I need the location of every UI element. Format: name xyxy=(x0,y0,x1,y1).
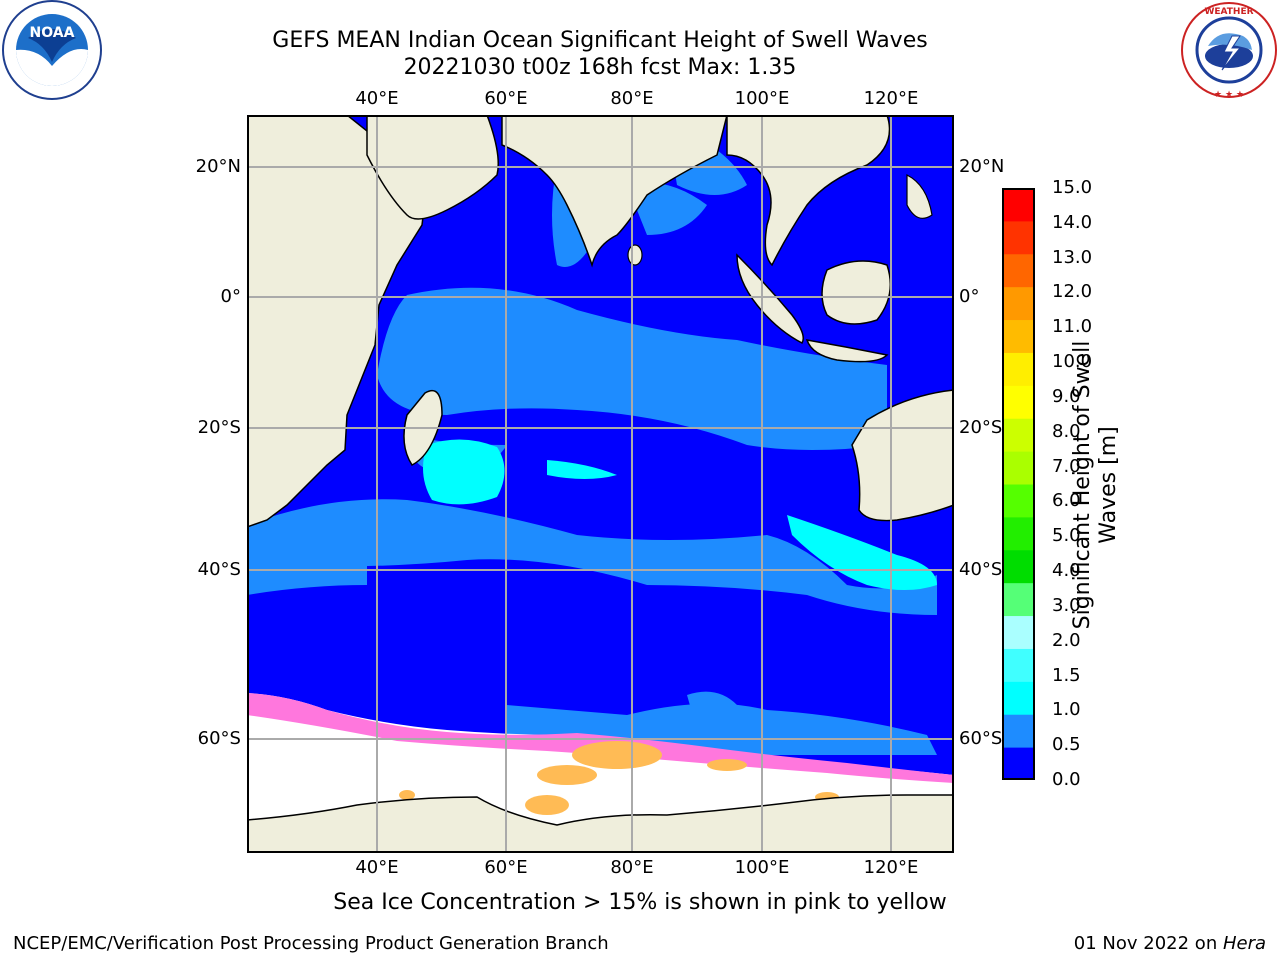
sri-lanka xyxy=(627,244,643,266)
swell-height-map xyxy=(247,115,954,853)
lon-label-bottom: 40°E xyxy=(355,857,399,878)
lon-label-top: 120°E xyxy=(863,88,919,109)
colorbar-tick-label: 5.0 xyxy=(1052,525,1081,547)
svg-text:★ ★ ★: ★ ★ ★ xyxy=(1214,90,1244,100)
colorbar-tick-label: 9.0 xyxy=(1052,385,1081,407)
lat-label-left: 20°N xyxy=(195,156,241,177)
svg-text:WEATHER: WEATHER xyxy=(1204,7,1253,17)
lat-label-left: 60°S xyxy=(197,728,241,749)
lat-label-left: 40°S xyxy=(197,559,241,580)
footer-credit: NCEP/EMC/Verification Post Processing Pr… xyxy=(13,933,609,954)
nws-logo: WEATHER ★ ★ ★ xyxy=(1178,0,1280,102)
colorbar-tick-label: 10.0 xyxy=(1052,351,1093,373)
colorbar-tick-label: 7.0 xyxy=(1052,455,1081,477)
colorbar-tick-label: 15.0 xyxy=(1052,177,1093,198)
svg-text:NOAA: NOAA xyxy=(30,25,75,41)
colorbar-segment xyxy=(1002,714,1035,748)
colorbar-segment xyxy=(1002,615,1035,649)
lon-label-top: 100°E xyxy=(734,88,790,109)
colorbar-tick-label: 1.0 xyxy=(1052,699,1081,721)
colorbar-tick-label: 12.0 xyxy=(1052,281,1093,303)
java xyxy=(805,339,889,363)
sumatra xyxy=(736,253,804,344)
graticule xyxy=(247,115,954,853)
colorbar-segment xyxy=(1002,385,1035,419)
colorbar-segment xyxy=(1002,484,1035,518)
lat-label-left: 20°S xyxy=(197,417,241,438)
colorbar xyxy=(1002,188,1035,780)
colorbar-tick-label: 2.0 xyxy=(1052,629,1081,651)
noaa-logo: NOAA xyxy=(0,0,104,104)
colorbar-segment xyxy=(1002,220,1035,255)
lon-label-bottom: 100°E xyxy=(734,857,790,878)
borneo xyxy=(821,260,892,325)
colorbar-tick-label: 4.0 xyxy=(1052,560,1081,582)
chart-subtitle: 20221030 t00z 168h fcst Max: 1.35 xyxy=(403,55,797,80)
footer-date: 01 Nov 2022 on Hera xyxy=(1074,933,1266,954)
colorbar-segment xyxy=(1002,286,1035,321)
colorbar-tick-label: 0.5 xyxy=(1052,734,1081,756)
footer-date-text: 01 Nov 2022 on xyxy=(1073,933,1223,954)
colorbar-segment xyxy=(1002,681,1035,715)
colorbar-segment xyxy=(1002,319,1035,353)
colorbar-tick-label: 1.5 xyxy=(1052,664,1081,686)
colorbar-segment xyxy=(1002,253,1035,288)
colorbar-segment xyxy=(1002,582,1035,617)
colorbar-label: Significant Height of Swell Waves [m] xyxy=(1070,340,1121,630)
colorbar-segment xyxy=(1002,352,1035,386)
lon-label-bottom: 60°E xyxy=(484,857,528,878)
colorbar-tick-label: 14.0 xyxy=(1052,211,1093,233)
colorbar-segment xyxy=(1002,451,1035,485)
lat-label-right: 0° xyxy=(959,286,980,307)
colorbar-tick-labels: 15.0 14.0 13.0 12.0 11.0 10.0 9.0 8.0 7.0 6.0 5.0 4… xyxy=(1052,0,1112,960)
colorbar-segment xyxy=(1002,188,1035,222)
chart-title: GEFS MEAN Indian Ocean Significant Heigh… xyxy=(272,28,928,53)
lon-label-top: 40°E xyxy=(355,88,399,109)
lat-label-right: 60°S xyxy=(959,728,1003,749)
india-landmass xyxy=(501,115,728,268)
colorbar-tick-label: 0.0 xyxy=(1052,769,1081,790)
colorbar-tick-label: 11.0 xyxy=(1052,316,1093,338)
swell-band-1-1p5 xyxy=(423,439,937,590)
philippines xyxy=(906,174,933,219)
footer-host: Hera xyxy=(1222,933,1266,954)
lat-label-right: 20°N xyxy=(959,156,1005,177)
lon-label-bottom: 120°E xyxy=(863,857,919,878)
colorbar-segment xyxy=(1002,549,1035,584)
lat-label-right: 40°S xyxy=(959,559,1003,580)
lat-label-right: 20°S xyxy=(959,417,1003,438)
lon-label-top: 80°E xyxy=(610,88,654,109)
colorbar-tick-label: 6.0 xyxy=(1052,490,1081,512)
colorbar-segment xyxy=(1002,418,1035,452)
colorbar-segment xyxy=(1002,648,1035,682)
lat-label-left: 0° xyxy=(220,286,241,307)
colorbar-tick-label: 13.0 xyxy=(1052,246,1093,268)
colorbar-tick-label: 3.0 xyxy=(1052,594,1081,616)
colorbar-segment xyxy=(1002,747,1035,780)
australia-landmass xyxy=(851,389,954,522)
colorbar-segment xyxy=(1002,516,1035,551)
antarctica xyxy=(247,794,954,853)
sea-ice-high xyxy=(399,741,839,815)
colorbar-tick-label: 8.0 xyxy=(1052,420,1081,442)
lon-label-top: 60°E xyxy=(484,88,528,109)
colorbar-border xyxy=(1002,188,1035,780)
lon-label-bottom: 80°E xyxy=(610,857,654,878)
sea-ice-caption: Sea Ice Concentration > 15% is shown in … xyxy=(333,890,947,915)
